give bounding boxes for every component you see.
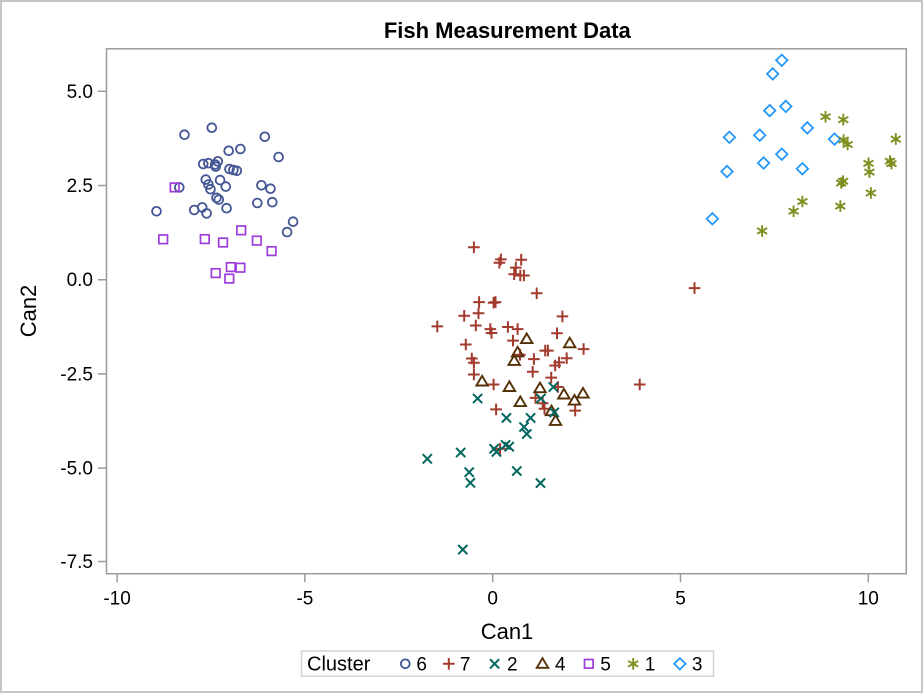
svg-text:4: 4: [555, 655, 566, 676]
svg-text:Fish Measurement Data: Fish Measurement Data: [384, 18, 632, 43]
svg-text:10: 10: [858, 589, 879, 610]
svg-text:Can1: Can1: [481, 619, 534, 644]
svg-text:2.5: 2.5: [67, 176, 93, 197]
svg-text:-2.5: -2.5: [60, 364, 93, 385]
svg-text:-7.5: -7.5: [60, 552, 93, 573]
svg-text:Can2: Can2: [16, 285, 41, 338]
svg-text:0.0: 0.0: [67, 270, 93, 291]
svg-text:5: 5: [600, 655, 611, 676]
svg-text:-5.0: -5.0: [60, 459, 93, 480]
svg-text:5: 5: [675, 589, 686, 610]
svg-text:-10: -10: [103, 589, 130, 610]
svg-text:2: 2: [507, 655, 518, 676]
svg-text:3: 3: [692, 655, 703, 676]
svg-text:0: 0: [487, 589, 498, 610]
svg-text:7: 7: [460, 655, 471, 676]
svg-text:5.0: 5.0: [67, 82, 93, 103]
svg-text:Cluster: Cluster: [307, 654, 371, 676]
svg-text:-5: -5: [296, 589, 313, 610]
svg-text:1: 1: [645, 655, 656, 676]
svg-text:6: 6: [416, 655, 427, 676]
